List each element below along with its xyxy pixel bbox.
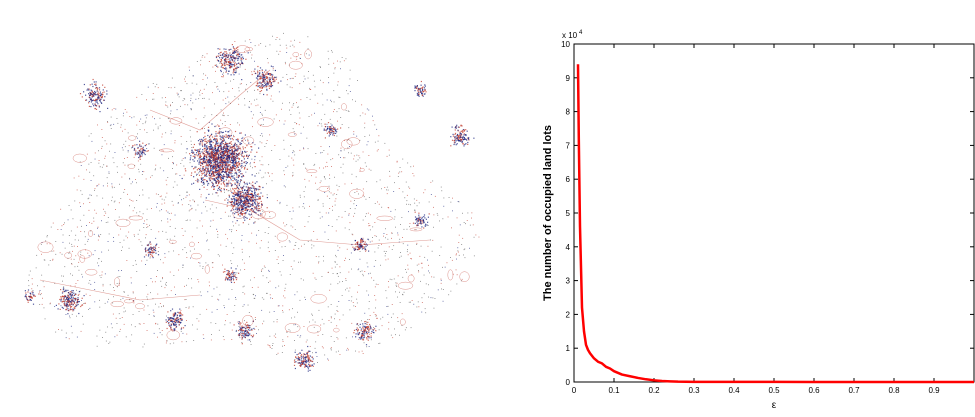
urban-land-lot-map	[0, 0, 500, 412]
axis-ticks: 0 0.1 0.2 0.3 0.4 0.5 0.6 0.7 0.8 0.9 0 1 2 3 4 5 6 7 8 9 10	[561, 40, 974, 395]
y-tick-label: 8	[566, 108, 571, 117]
y-axis-label: The number of occupied land lots	[542, 125, 554, 301]
y-tick-label: 1	[566, 344, 571, 353]
y-tick-label: 0	[566, 378, 571, 387]
chart-panel: 0 0.1 0.2 0.3 0.4 0.5 0.6 0.7 0.8 0.9 0 1 2 3 4 5 6 7 8 9 10…	[500, 0, 975, 412]
occupied-lots-chart: 0 0.1 0.2 0.3 0.4 0.5 0.6 0.7 0.8 0.9 0 1 2 3 4 5 6 7 8 9 10…	[500, 0, 975, 412]
y-exponent-label: x 10	[562, 31, 578, 40]
urban-map-panel	[0, 0, 500, 412]
x-tick-label: 0.7	[848, 386, 860, 395]
y-tick-label: 9	[566, 74, 571, 83]
plot-area-frame	[574, 44, 974, 382]
x-tick-label: 0.6	[808, 386, 820, 395]
series-layer	[578, 64, 974, 382]
y-tick-label: 2	[566, 310, 571, 319]
y-tick-label: 5	[566, 209, 571, 218]
x-tick-label: 0	[572, 386, 577, 395]
x-tick-label: 0.2	[648, 386, 660, 395]
x-tick-label: 0.8	[888, 386, 900, 395]
y-tick-label: 10	[561, 40, 570, 49]
series-line	[578, 64, 974, 382]
y-exponent-power: 4	[579, 30, 583, 36]
x-tick-label: 0.3	[688, 386, 700, 395]
x-tick-label: 0.5	[768, 386, 780, 395]
x-axis-label: ε	[772, 400, 777, 411]
y-tick-label: 3	[566, 277, 571, 286]
x-tick-label: 0.1	[608, 386, 620, 395]
land-lot-points	[25, 33, 480, 372]
y-tick-label: 7	[566, 141, 571, 150]
y-tick-label: 6	[566, 175, 571, 184]
x-tick-label: 0.9	[928, 386, 940, 395]
x-tick-label: 0.4	[728, 386, 740, 395]
y-tick-label: 4	[566, 243, 571, 252]
